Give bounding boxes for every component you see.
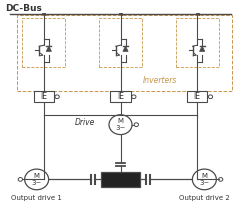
- Bar: [196, 13, 199, 15]
- Bar: [119, 13, 122, 15]
- Polygon shape: [123, 46, 128, 51]
- Bar: [22, 18, 65, 67]
- Bar: [42, 13, 45, 15]
- Polygon shape: [46, 46, 52, 51]
- Bar: [110, 91, 131, 103]
- Text: Inverters: Inverters: [143, 76, 178, 85]
- Bar: [34, 91, 54, 103]
- Polygon shape: [200, 46, 205, 51]
- Text: IE: IE: [40, 92, 47, 101]
- Text: DC-Bus: DC-Bus: [6, 4, 42, 13]
- Bar: [101, 172, 140, 187]
- Text: Output drive 2: Output drive 2: [179, 195, 230, 201]
- Bar: [187, 91, 207, 103]
- Bar: [17, 15, 232, 90]
- Text: Output drive 1: Output drive 1: [11, 195, 62, 201]
- Text: M
3~: M 3~: [199, 173, 210, 186]
- Text: IE: IE: [194, 92, 201, 101]
- Bar: [176, 18, 219, 67]
- Text: M
3~: M 3~: [31, 173, 42, 186]
- Text: M
3~: M 3~: [115, 118, 126, 131]
- Bar: [99, 18, 142, 67]
- Text: IE: IE: [117, 92, 124, 101]
- Text: Drive: Drive: [74, 118, 95, 127]
